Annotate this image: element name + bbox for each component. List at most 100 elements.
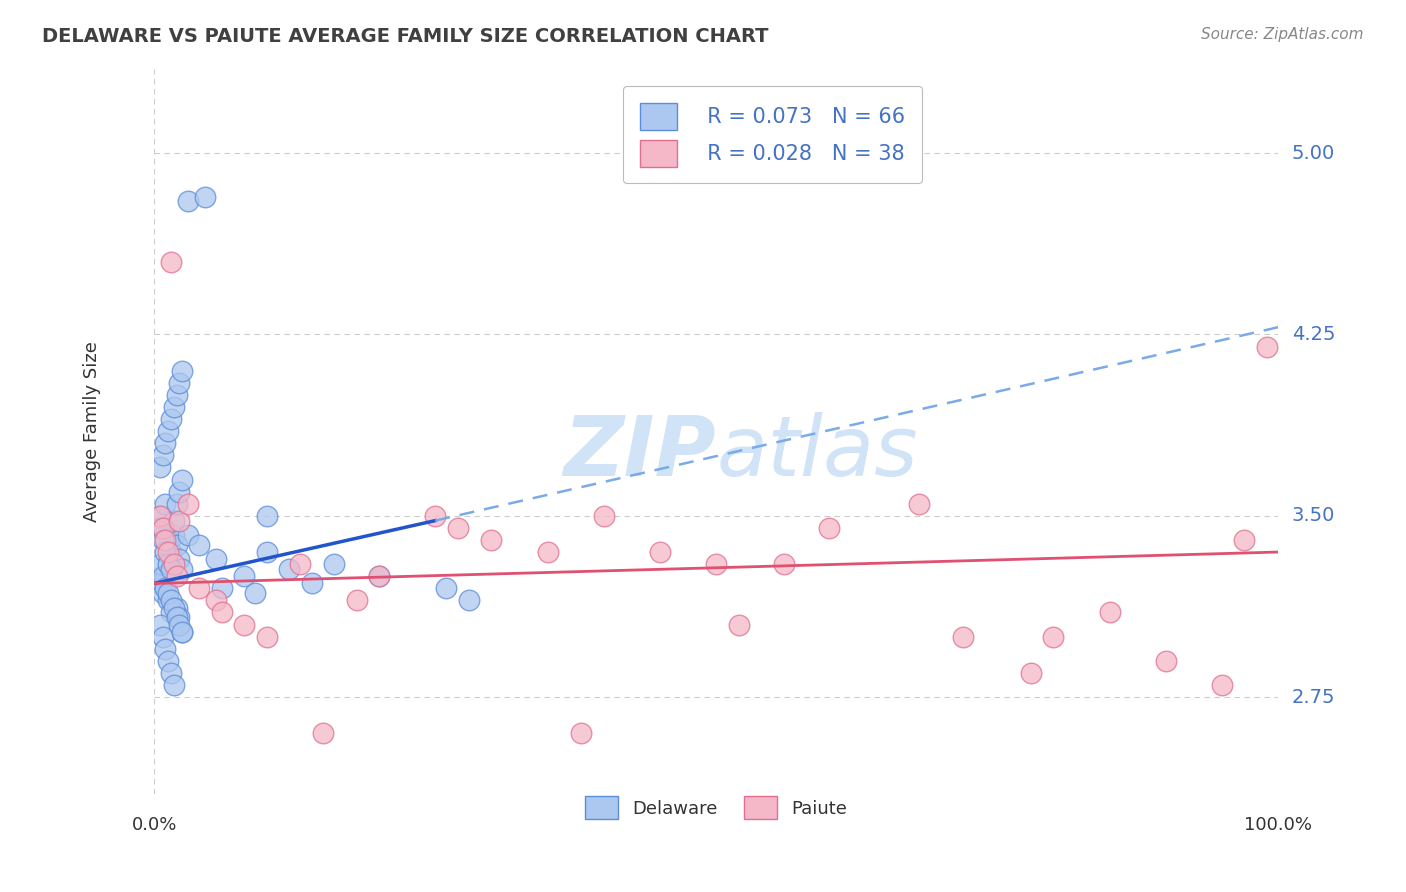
Point [458,593,481,607]
Point [160,593,183,607]
Point [166,600,188,615]
Point [149,460,172,475]
Point [156,545,179,559]
Point [166,497,188,511]
Point [155,545,177,559]
Point [536,545,558,559]
Point [163,600,186,615]
Point [163,678,186,692]
Point [152,533,174,547]
Point [167,610,190,624]
Point [1019,665,1042,680]
Point [592,508,614,523]
Point [1256,340,1278,354]
Point [1098,606,1121,620]
Point [172,562,194,576]
Point [166,538,188,552]
Point [149,557,172,571]
Point [256,630,278,644]
Point [368,569,391,583]
Point [211,582,233,596]
Point [205,552,228,566]
Point [160,412,183,426]
Point [160,562,183,576]
Point [952,630,974,644]
Point [172,624,194,639]
Point [211,606,233,620]
Point [155,436,177,450]
Point [156,557,179,571]
Point [152,521,174,535]
Point [167,376,190,390]
Point [772,557,794,571]
Point [152,630,174,644]
Point [156,586,179,600]
Point [323,557,346,571]
Point [233,569,256,583]
Text: DELAWARE VS PAIUTE AVERAGE FAMILY SIZE CORRELATION CHART: DELAWARE VS PAIUTE AVERAGE FAMILY SIZE C… [42,27,769,45]
Point [290,557,312,571]
Point [166,569,188,583]
Point [447,521,470,535]
Point [188,538,211,552]
Point [569,726,592,740]
Point [167,552,190,566]
Point [156,533,179,547]
Point [167,617,190,632]
Point [152,569,174,583]
Point [156,424,179,438]
Point [149,508,172,523]
Point [167,514,190,528]
Point [152,448,174,462]
Text: 100.0%: 100.0% [1244,815,1312,833]
Point [167,484,190,499]
Point [163,528,186,542]
Point [194,189,217,203]
Point [166,388,188,402]
Point [156,593,179,607]
Point [155,497,177,511]
Text: Source: ZipAtlas.com: Source: ZipAtlas.com [1201,27,1364,42]
Point [256,508,278,523]
Point [278,562,301,576]
Point [1154,654,1177,668]
Point [907,497,929,511]
Text: atlas: atlas [716,412,918,493]
Point [368,569,391,583]
Point [727,617,749,632]
Point [155,582,177,596]
Point [233,617,256,632]
Point [166,610,188,624]
Point [648,545,671,559]
Text: Average Family Size: Average Family Size [83,341,101,522]
Point [177,528,200,542]
Point [817,521,839,535]
Legend: Delaware, Paiute: Delaware, Paiute [576,787,856,829]
Text: 5.00: 5.00 [1292,144,1334,162]
Point [481,533,503,547]
Point [160,665,183,680]
Point [163,400,186,414]
Point [160,606,183,620]
Point [425,508,447,523]
Point [188,582,211,596]
Point [152,586,174,600]
Point [704,557,727,571]
Point [149,508,172,523]
Point [177,497,200,511]
Text: ZIP: ZIP [564,412,716,493]
Point [301,576,323,591]
Text: 0.0%: 0.0% [132,815,177,833]
Point [155,533,177,547]
Point [256,545,278,559]
Text: 4.25: 4.25 [1292,325,1336,344]
Point [163,514,186,528]
Point [1233,533,1256,547]
Point [155,641,177,656]
Point [1042,630,1064,644]
Point [149,521,172,535]
Point [346,593,368,607]
Point [152,521,174,535]
Point [245,586,267,600]
Point [177,194,200,209]
